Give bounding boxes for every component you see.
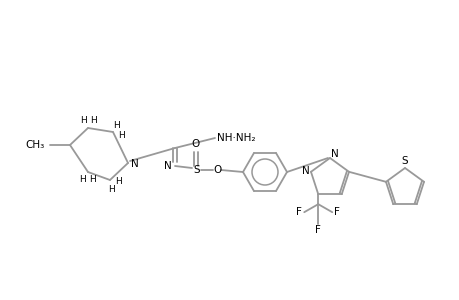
Text: H: H (118, 130, 125, 140)
Text: S: S (193, 165, 200, 175)
Text: H: H (113, 121, 120, 130)
Text: H: H (79, 176, 86, 184)
Text: O: O (191, 139, 200, 149)
Text: NH·NH₂: NH·NH₂ (217, 133, 255, 143)
Text: N: N (330, 149, 338, 159)
Text: N: N (131, 159, 139, 169)
Text: H: H (90, 176, 96, 184)
Text: CH₃: CH₃ (26, 140, 45, 150)
Text: S: S (401, 156, 408, 166)
Text: H: H (115, 178, 122, 187)
Text: F: F (334, 207, 340, 217)
Text: H: H (90, 116, 97, 124)
Text: H: H (80, 116, 87, 124)
Text: F: F (314, 225, 320, 235)
Text: N: N (164, 161, 172, 171)
Text: H: H (108, 184, 115, 194)
Text: F: F (296, 207, 302, 217)
Text: O: O (213, 165, 222, 175)
Text: N: N (302, 166, 309, 176)
